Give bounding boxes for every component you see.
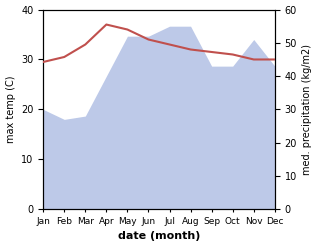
Y-axis label: max temp (C): max temp (C) — [5, 76, 16, 143]
X-axis label: date (month): date (month) — [118, 231, 200, 242]
Y-axis label: med. precipitation (kg/m2): med. precipitation (kg/m2) — [302, 44, 313, 175]
